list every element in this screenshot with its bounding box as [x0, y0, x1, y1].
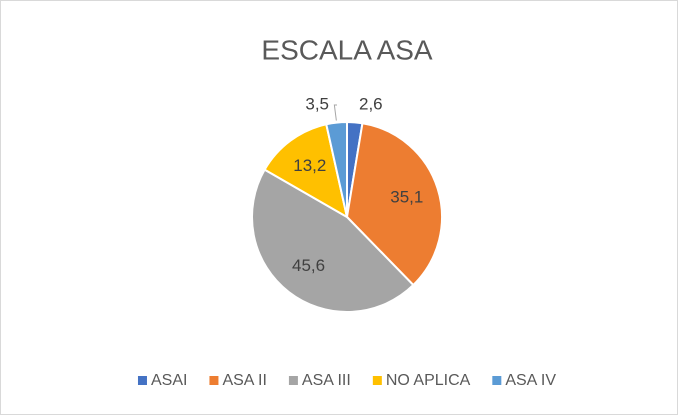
- legend-label: ASA IV: [505, 372, 556, 389]
- chart-title: ESCALA ASA: [261, 34, 433, 65]
- legend-swatch: [137, 376, 147, 385]
- legend-label: ASA III: [302, 372, 351, 389]
- data-label: 35,1: [390, 188, 423, 207]
- legend-swatch: [288, 376, 298, 385]
- legend-swatch: [372, 376, 382, 385]
- legend-swatch: [492, 376, 502, 385]
- legend-label: ASAI: [151, 372, 187, 389]
- leader-line: [333, 104, 337, 121]
- legend-label: NO APLICA: [386, 372, 471, 389]
- legend-swatch: [209, 376, 219, 385]
- pie-slice: [263, 123, 349, 219]
- legend-label: ASA II: [222, 372, 266, 389]
- data-label: 3,5: [305, 94, 329, 113]
- pie-slice: [345, 122, 443, 287]
- pie-slice: [251, 168, 415, 313]
- data-label: 45,6: [292, 256, 325, 275]
- pie-slice: [325, 120, 348, 218]
- data-label: 13,2: [293, 156, 326, 175]
- data-label: 2,6: [359, 94, 383, 113]
